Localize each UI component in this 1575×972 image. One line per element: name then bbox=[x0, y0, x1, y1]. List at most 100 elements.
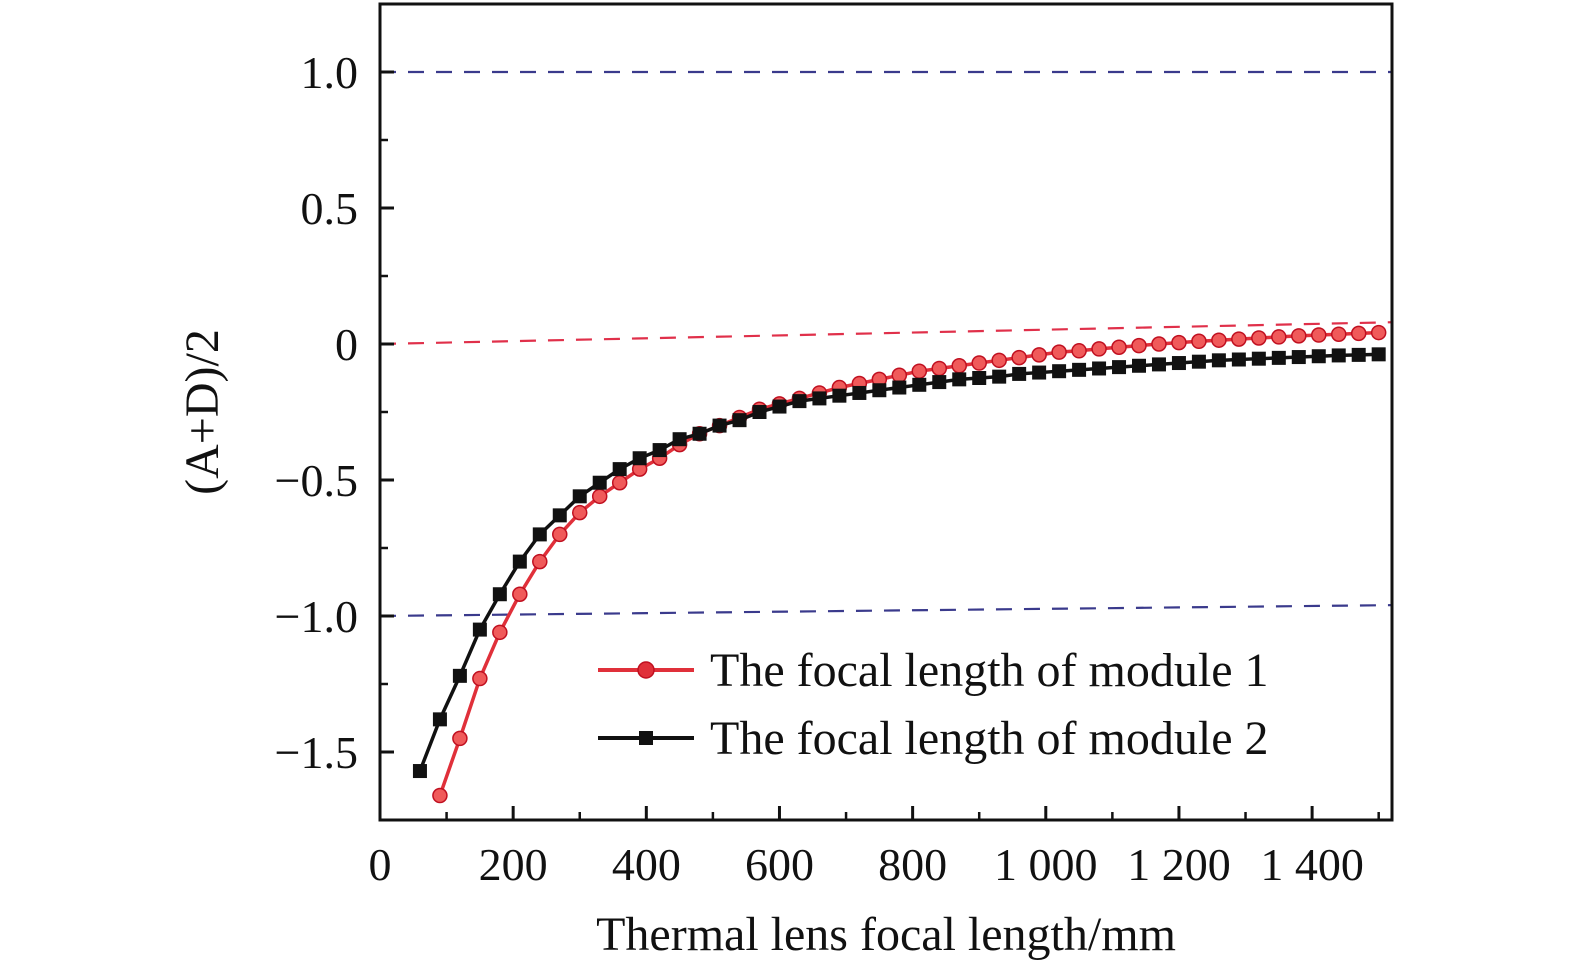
series-1-point bbox=[512, 586, 528, 602]
series-1-point bbox=[432, 787, 448, 804]
y-axis-title: (A+D)/2 bbox=[176, 329, 229, 495]
series-2-point bbox=[1311, 349, 1326, 364]
x-axis-title: Thermal lens focal length/mm bbox=[596, 908, 1176, 961]
y-tick-label: −1.0 bbox=[275, 591, 358, 642]
series-1-point bbox=[1231, 331, 1247, 347]
series-2-point bbox=[1291, 350, 1306, 365]
plot-frame bbox=[378, 2, 1394, 822]
x-tick-label: 0 bbox=[369, 839, 392, 890]
series-2-point bbox=[732, 413, 747, 428]
series-1-point bbox=[571, 504, 588, 521]
y-tick-label: 0.5 bbox=[301, 183, 359, 234]
series-2-point bbox=[692, 426, 707, 441]
series-1-point bbox=[1311, 327, 1327, 343]
series-2-point bbox=[1052, 364, 1067, 379]
series-2-point bbox=[612, 462, 627, 477]
series-1-point bbox=[552, 526, 568, 543]
series-2-point bbox=[1112, 360, 1127, 375]
series-1-point bbox=[1051, 344, 1067, 360]
series-2-point bbox=[932, 375, 947, 390]
series-2-point bbox=[852, 385, 867, 400]
series-2-point bbox=[772, 399, 787, 414]
x-ticks: 0 200 400 600 800 1 000 1 200 1 400 bbox=[369, 806, 1380, 890]
series-2-point bbox=[532, 527, 547, 542]
series-1-point bbox=[891, 367, 908, 384]
series-2-point bbox=[1032, 365, 1047, 380]
series-2-point bbox=[1072, 362, 1087, 377]
series-1-point bbox=[1370, 324, 1387, 341]
series-2-point bbox=[1132, 358, 1146, 373]
series-2-point bbox=[492, 587, 507, 602]
x-tick-label: 600 bbox=[745, 839, 814, 890]
series-2-point bbox=[572, 489, 587, 504]
series-1-point bbox=[1131, 337, 1147, 354]
series-1-point bbox=[611, 474, 628, 491]
series-1-point bbox=[1211, 332, 1227, 348]
series-1-point bbox=[1011, 349, 1027, 366]
series-1-point bbox=[931, 360, 948, 377]
series-2-point bbox=[452, 668, 467, 683]
series-2-point bbox=[792, 394, 807, 409]
series-1-point bbox=[492, 624, 508, 641]
series-2-point bbox=[652, 443, 667, 458]
series-2-point bbox=[872, 383, 887, 398]
reference-line-2 bbox=[379, 321, 1393, 346]
series-1-point bbox=[1191, 333, 1207, 350]
series-1-point bbox=[1271, 329, 1287, 345]
series-2-point bbox=[1171, 356, 1186, 371]
series-2-point bbox=[1251, 351, 1266, 366]
series-2-point bbox=[432, 712, 447, 727]
reference-lines bbox=[379, 70, 1393, 618]
y-tick-label: −1.5 bbox=[275, 727, 358, 778]
x-tick-label: 400 bbox=[612, 839, 681, 890]
series-2-point bbox=[1211, 353, 1226, 368]
legend-label-series-2: The focal length of module 2 bbox=[710, 712, 1269, 765]
series-1-point bbox=[1350, 325, 1367, 342]
series-2-point bbox=[512, 554, 527, 569]
series-1-point bbox=[591, 488, 608, 505]
series-2-point bbox=[1012, 366, 1027, 381]
y-tick-label: 0 bbox=[335, 319, 358, 370]
series-2-point bbox=[1151, 357, 1166, 372]
series-2-point bbox=[1191, 354, 1206, 369]
series-2-point bbox=[1351, 347, 1366, 362]
series-2-point bbox=[1092, 361, 1107, 376]
series-1-point bbox=[1291, 328, 1307, 344]
series-2-point bbox=[892, 380, 907, 395]
series-1-point bbox=[1031, 347, 1047, 363]
series-line-2 bbox=[418, 352, 1379, 772]
legend-marker-series-1 bbox=[637, 661, 655, 679]
legend: The focal length of module 1 The focal l… bbox=[598, 644, 1269, 765]
series-1-point bbox=[1151, 336, 1167, 352]
series-2-point bbox=[812, 391, 827, 406]
series-1-point bbox=[1330, 326, 1347, 342]
series-2-point bbox=[992, 369, 1007, 384]
y-tick-label: 1.0 bbox=[301, 47, 359, 98]
x-tick-label: 1 200 bbox=[1127, 839, 1231, 890]
series-2-point bbox=[912, 377, 927, 392]
series-1-point bbox=[472, 670, 488, 687]
y-tick-label: −0.5 bbox=[275, 455, 358, 506]
series-2-point bbox=[1331, 348, 1346, 363]
series-1-point bbox=[1111, 339, 1127, 356]
series-2-point bbox=[712, 418, 727, 433]
series-2-point bbox=[1231, 352, 1246, 367]
series-2-point bbox=[952, 372, 967, 387]
x-tick-label: 200 bbox=[479, 839, 548, 890]
series-1-point bbox=[1071, 343, 1087, 359]
series-2-point bbox=[1371, 347, 1386, 362]
series-1-point bbox=[1171, 334, 1187, 351]
series-1-point bbox=[1091, 341, 1107, 357]
series-2-point bbox=[412, 764, 427, 779]
series-2-point bbox=[972, 371, 987, 385]
legend-marker-series-2 bbox=[639, 731, 653, 745]
series-1-point bbox=[532, 553, 548, 570]
series-1-point bbox=[991, 352, 1007, 369]
series-2-point bbox=[592, 475, 607, 490]
series-1-point bbox=[1251, 330, 1267, 346]
series-1-point bbox=[971, 355, 987, 371]
series-2-point bbox=[632, 451, 647, 466]
y-ticks: 1.0 0.5 0 −0.5 −1.0 −1.5 bbox=[275, 47, 394, 778]
series-layer bbox=[412, 324, 1387, 804]
